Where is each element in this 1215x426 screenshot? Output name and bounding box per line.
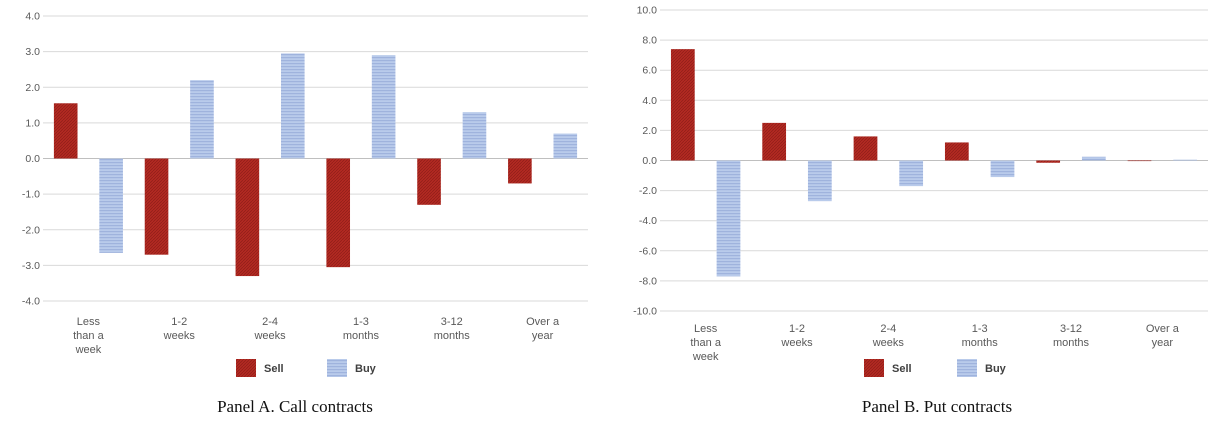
category-label: 1-3 months	[962, 323, 999, 349]
sell-bar	[235, 158, 260, 277]
sell-bar	[1036, 160, 1061, 163]
sell-bar	[417, 158, 441, 205]
y-tick-label: 6.0	[642, 65, 657, 77]
buy-bar	[1173, 159, 1198, 161]
legend-buy-label: Buy	[355, 363, 377, 375]
buy-bar	[807, 160, 832, 202]
y-tick-label: 10.0	[637, 5, 658, 17]
buy-bar	[280, 53, 305, 159]
buy-bar	[99, 158, 123, 253]
sell-bar	[144, 158, 169, 255]
buy-bar	[371, 55, 396, 159]
y-tick-label: -1.0	[22, 189, 40, 201]
y-tick-label: 3.0	[25, 46, 40, 58]
y-tick-label: -2.0	[22, 224, 40, 236]
panel-caption: Panel B. Put contracts	[862, 397, 1012, 416]
buy-bar	[553, 133, 578, 159]
sell-bar	[944, 142, 969, 161]
y-tick-label: 2.0	[642, 125, 657, 137]
category-label: Over a year	[1146, 323, 1180, 349]
y-tick-label: 0.0	[642, 155, 657, 167]
y-tick-label: -6.0	[639, 245, 657, 257]
legend-sell-label: Sell	[892, 363, 912, 375]
buy-bar	[190, 80, 214, 159]
legend-sell-label: Sell	[264, 363, 284, 375]
sell-bar	[670, 49, 695, 161]
y-tick-label: -8.0	[639, 275, 657, 287]
sell-bar	[326, 158, 351, 268]
y-tick-label: 8.0	[642, 35, 657, 47]
y-tick-label: 4.0	[642, 95, 657, 107]
category-label: 1-2 weeks	[163, 316, 196, 342]
sell-bar	[762, 122, 787, 161]
category-label: Less than a week	[73, 316, 104, 356]
sell-bar	[508, 158, 532, 184]
buy-bar	[1081, 156, 1106, 161]
panel-b-chart: 10.0 8.0 6.0 4.0 2.0 0.0 -2.0 -4.0 -6.0 -8.0 -10.0…	[633, 5, 1208, 416]
buy-bar	[990, 160, 1015, 178]
sell-bar	[53, 103, 78, 159]
panel-a-chart: 4.0 3.0 2.0 1.0 0.0 -1.0 -2.0 -3.0 -4.0 Less than …	[22, 11, 588, 416]
category-label: Less than a week	[690, 323, 721, 363]
category-label: 3-12 months	[1053, 323, 1090, 349]
y-tick-label: -2.0	[639, 185, 657, 197]
legend-buy-swatch	[957, 359, 977, 377]
y-tick-label: 4.0	[25, 11, 40, 23]
category-label: 3-12 months	[434, 316, 471, 342]
sell-bar	[1127, 160, 1152, 162]
y-tick-label: 0.0	[25, 153, 40, 165]
legend-sell-swatch	[236, 359, 256, 377]
category-label: 1-3 months	[343, 316, 380, 342]
category-label: 1-2 weeks	[780, 323, 813, 349]
sell-bar	[853, 136, 878, 161]
buy-bar	[716, 160, 741, 277]
legend-sell-swatch	[864, 359, 884, 377]
legend-buy-label: Buy	[985, 363, 1007, 375]
buy-bar	[899, 160, 924, 187]
y-tick-label: -4.0	[22, 296, 40, 308]
buy-bar	[462, 112, 487, 159]
y-tick-label: 1.0	[25, 117, 40, 129]
y-tick-label: -3.0	[22, 260, 40, 272]
panel-caption: Panel A. Call contracts	[217, 397, 373, 416]
y-tick-label: -4.0	[639, 215, 657, 227]
y-tick-label: -10.0	[633, 306, 657, 318]
legend-buy-swatch	[327, 359, 347, 377]
category-label: Over a year	[526, 316, 560, 342]
y-tick-label: 2.0	[25, 82, 40, 94]
category-label: 2-4 weeks	[872, 323, 905, 349]
category-label: 2-4 weeks	[253, 316, 286, 342]
